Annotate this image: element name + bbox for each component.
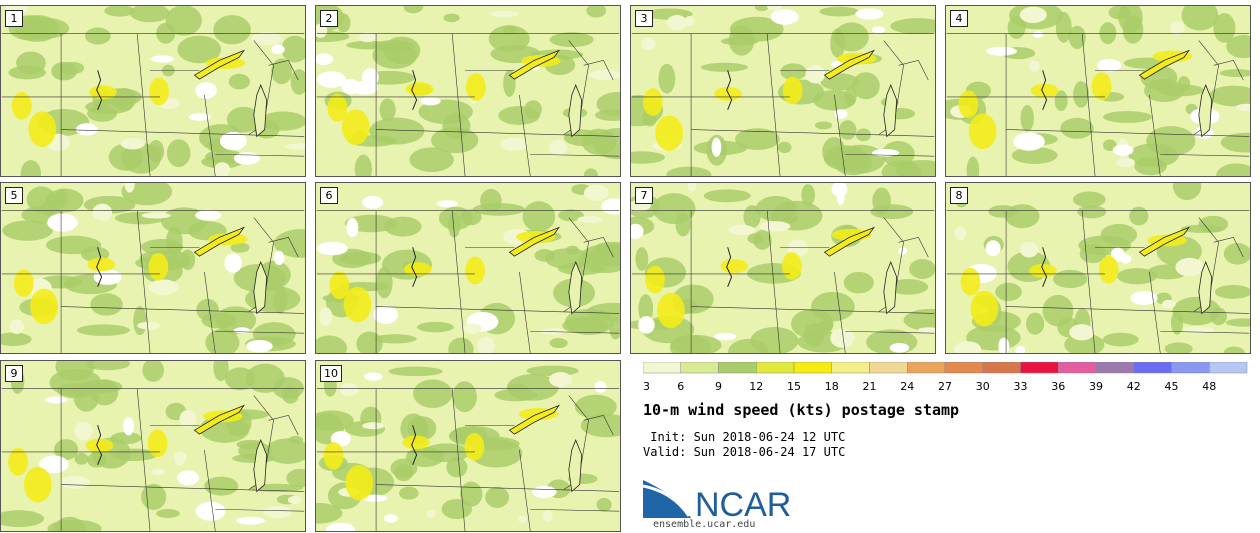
legend-tick-label: 27	[938, 380, 952, 393]
wind-speed-map	[631, 183, 935, 353]
legend-swatch	[1171, 362, 1210, 374]
legend-swatch	[643, 362, 681, 374]
logo-url: ensemble.ucar.edu	[653, 519, 756, 530]
panel-label: 2	[320, 10, 338, 27]
legend-swatch	[907, 362, 946, 374]
legend-swatch	[869, 362, 908, 374]
legend-swatch	[831, 362, 870, 374]
map-panel-3: 3	[630, 5, 936, 177]
panel-label: 3	[635, 10, 653, 27]
legend-swatch	[1020, 362, 1059, 374]
legend-tick-label: 42	[1127, 380, 1141, 393]
legend-tick-label: 3	[643, 380, 650, 393]
legend-swatch	[1133, 362, 1172, 374]
map-panel-10: 10	[315, 360, 621, 532]
map-panel-1: 1	[0, 5, 306, 177]
wind-speed-map	[631, 6, 935, 176]
plot-title: 10-m wind speed (kts) postage stamp	[643, 401, 960, 419]
legend-swatch	[982, 362, 1021, 374]
wind-speed-map	[946, 183, 1250, 353]
legend-swatch	[944, 362, 983, 374]
wind-speed-map	[316, 184, 620, 353]
legend-tick-label: 45	[1165, 380, 1179, 393]
legend-tick-label: 15	[787, 380, 801, 393]
map-panel-8: 8	[945, 182, 1251, 354]
map-panel-5: 5	[0, 182, 306, 354]
panel-label: 6	[320, 187, 338, 204]
map-panel-2: 2	[315, 5, 621, 177]
legend-tick-label: 36	[1051, 380, 1065, 393]
legend-swatch	[756, 362, 795, 374]
wind-speed-map	[946, 6, 1250, 176]
panel-label: 9	[5, 365, 23, 382]
wind-speed-map	[1, 361, 305, 531]
map-panel-9: 9	[0, 360, 306, 532]
legend-tick-label: 24	[900, 380, 914, 393]
color-legend: 3 6 9 12 15 18 21 24 27 30 33 36 39 42 45 48	[643, 362, 1248, 393]
legend-tick-label: 39	[1089, 380, 1103, 393]
legend-tick-label: 21	[863, 380, 877, 393]
legend-swatch	[718, 362, 757, 374]
legend-swatch	[1209, 362, 1248, 374]
legend-swatch	[1095, 362, 1134, 374]
legend-tick-label: 18	[825, 380, 839, 393]
legend-swatch	[680, 362, 719, 374]
panel-label: 1	[5, 10, 23, 27]
map-panel-6: 6	[315, 182, 621, 354]
map-panel-4: 4	[945, 5, 1251, 177]
panel-label: 4	[950, 10, 968, 27]
legend-tick-label: 9	[715, 380, 722, 393]
panel-label: 5	[5, 187, 23, 204]
valid-time: Valid: Sun 2018-06-24 17 UTC	[643, 445, 846, 459]
svg-text:NCAR: NCAR	[695, 486, 791, 524]
legend-tick-label: 12	[749, 380, 763, 393]
legend-swatch	[1058, 362, 1097, 374]
init-time: Init: Sun 2018-06-24 12 UTC	[643, 430, 846, 444]
legend-swatch	[793, 362, 832, 374]
panel-label: 10	[320, 365, 342, 382]
wind-speed-map	[1, 183, 305, 353]
legend-tick-label: 6	[677, 380, 684, 393]
map-panel-7: 7	[630, 182, 936, 354]
wind-speed-map	[316, 365, 620, 531]
wind-speed-map	[316, 6, 620, 176]
wind-speed-map	[1, 6, 305, 176]
legend-tick-label: 30	[976, 380, 990, 393]
ncar-logo: NCAR	[643, 480, 791, 524]
panel-label: 8	[950, 187, 968, 204]
panel-label: 7	[635, 187, 653, 204]
legend-tick-label: 48	[1202, 380, 1216, 393]
legend-tick-label: 33	[1014, 380, 1028, 393]
